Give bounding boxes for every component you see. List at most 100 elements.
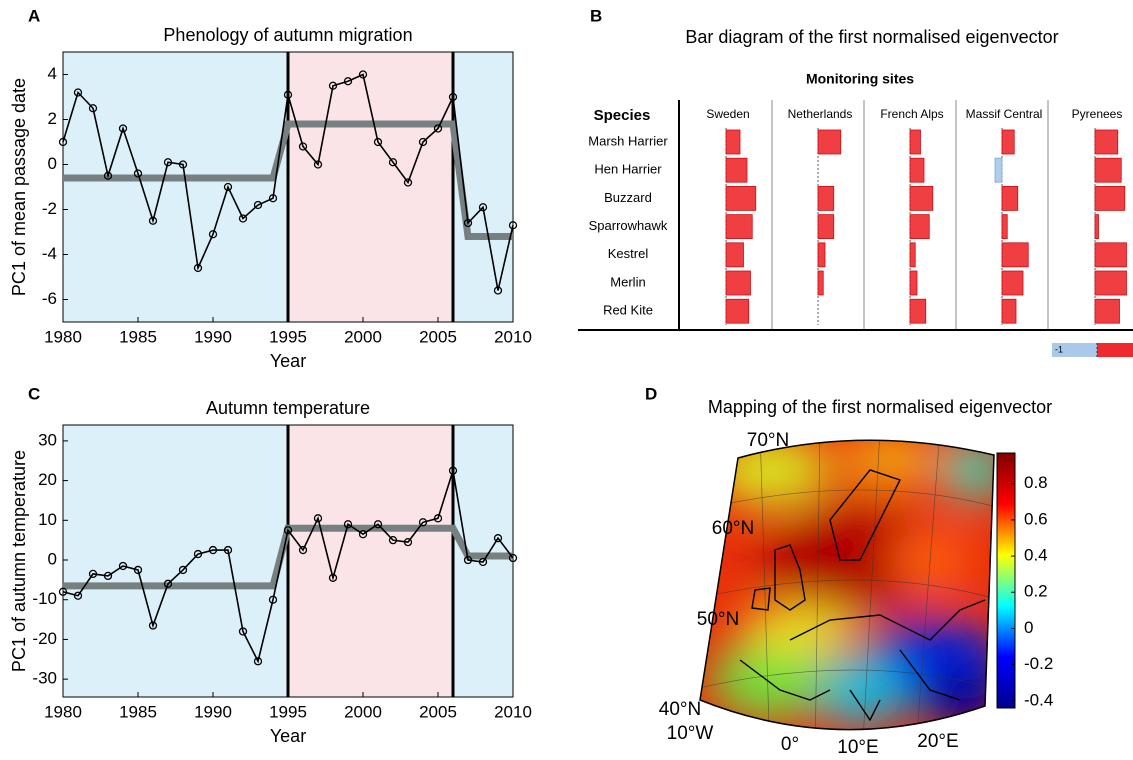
- x-tick-label: 1990: [194, 327, 232, 346]
- y-tick-label: -4: [42, 244, 57, 263]
- bar: [1094, 157, 1122, 183]
- x-axis-label: Year: [270, 351, 306, 371]
- column-label: Sweden: [706, 107, 749, 121]
- x-tick-label: 2005: [419, 327, 457, 346]
- y-tick-label: 30: [38, 430, 57, 449]
- x-tick-label: 2005: [419, 702, 457, 721]
- data-point: [358, 70, 368, 79]
- data-point: [343, 77, 353, 86]
- data-point: [358, 530, 368, 539]
- data-point: [103, 571, 113, 581]
- bar: [909, 298, 927, 324]
- y-axis-label: PC1 of mean passage date: [9, 78, 29, 296]
- data-point: [163, 158, 173, 167]
- lat-label: 70°N: [747, 430, 789, 451]
- data-point: [88, 104, 98, 113]
- data-point: [73, 591, 83, 600]
- x-axis-label: Year: [270, 726, 306, 746]
- panel-letter: B: [590, 6, 602, 25]
- trend-line: [63, 120, 513, 240]
- bar: [1094, 214, 1099, 240]
- data-point: [268, 194, 278, 203]
- data-point: [253, 657, 263, 666]
- bar: [909, 270, 918, 296]
- row-label: Red Kite: [603, 303, 653, 318]
- x-tick-label: 2010: [494, 327, 532, 346]
- bar: [725, 185, 757, 211]
- bar: [1094, 242, 1127, 268]
- bar: [909, 129, 921, 155]
- chart-title: Phenology of autumn migration: [163, 25, 412, 45]
- bar: [1001, 129, 1015, 155]
- x-tick-label: 1985: [119, 327, 157, 346]
- subtitle: Monitoring sites: [806, 71, 914, 87]
- lat-label: 40°N: [659, 699, 701, 720]
- data-point: [388, 158, 398, 167]
- data-point: [178, 160, 188, 169]
- bar: [725, 242, 744, 268]
- data-point: [133, 565, 143, 575]
- x-tick-label: 2000: [344, 702, 382, 721]
- y-tick-label: -2: [42, 199, 57, 218]
- column-label: Netherlands: [788, 107, 853, 121]
- data-point: [418, 137, 428, 147]
- bar: [725, 157, 748, 183]
- data-point: [193, 549, 203, 559]
- column-label: French Alps: [880, 107, 943, 121]
- colorbar-tick-label: 0.4: [1024, 546, 1048, 565]
- data-point: [208, 230, 218, 239]
- x-tick-label: 2000: [344, 327, 382, 346]
- data-point: [418, 518, 428, 527]
- data-point: [58, 137, 68, 147]
- data-point: [178, 565, 188, 575]
- data-point: [223, 182, 233, 192]
- y-tick-label: 20: [38, 470, 57, 489]
- bar: [817, 129, 842, 155]
- y-tick-label: 0: [48, 154, 57, 173]
- colorbar-positive: [1097, 343, 1133, 357]
- colorbar-tick-label: 0.2: [1024, 582, 1048, 601]
- bar: [1094, 298, 1120, 324]
- data-point: [223, 545, 233, 555]
- bar: [817, 185, 835, 211]
- bar: [1094, 270, 1127, 296]
- bar: [817, 270, 824, 296]
- y-tick-label: 10: [38, 510, 57, 529]
- trend-line: [63, 524, 513, 590]
- data-point: [388, 536, 398, 545]
- period-band: [63, 52, 288, 322]
- lon-label: 0°: [781, 734, 799, 755]
- data-line: [62, 470, 514, 664]
- data-point: [148, 216, 158, 225]
- bar: [909, 157, 925, 183]
- column-label: Pyrenees: [1072, 107, 1123, 121]
- map-frame: [699, 439, 995, 731]
- bar: [1001, 298, 1017, 324]
- bar: [725, 298, 750, 324]
- y-tick-label: -30: [32, 669, 57, 688]
- colorbar-tick-label: 0.8: [1024, 473, 1048, 492]
- data-point: [283, 526, 293, 535]
- bar: [1094, 129, 1119, 155]
- data-point: [313, 160, 323, 169]
- column-label: Massif Central: [966, 107, 1043, 121]
- data-point: [343, 520, 353, 529]
- x-tick-label: 1980: [44, 327, 82, 346]
- bar: [725, 270, 751, 296]
- data-point: [193, 263, 203, 273]
- data-point: [163, 579, 173, 588]
- colorbar: [996, 452, 1016, 709]
- row-label: Merlin: [610, 274, 645, 289]
- lat-label: 60°N: [712, 518, 754, 539]
- panel-letter: A: [28, 6, 40, 25]
- colorbar-tick-label: 0.6: [1024, 509, 1048, 528]
- x-tick-label: 1980: [44, 702, 82, 721]
- map-field: [700, 440, 994, 730]
- bar: [909, 185, 934, 211]
- chart-title: Mapping of the first normalised eigenvec…: [708, 397, 1052, 417]
- row-label: Sparrowhawk: [589, 218, 668, 233]
- bar: [725, 129, 741, 155]
- period-band: [288, 52, 453, 322]
- data-point: [148, 621, 158, 630]
- data-point: [58, 587, 68, 596]
